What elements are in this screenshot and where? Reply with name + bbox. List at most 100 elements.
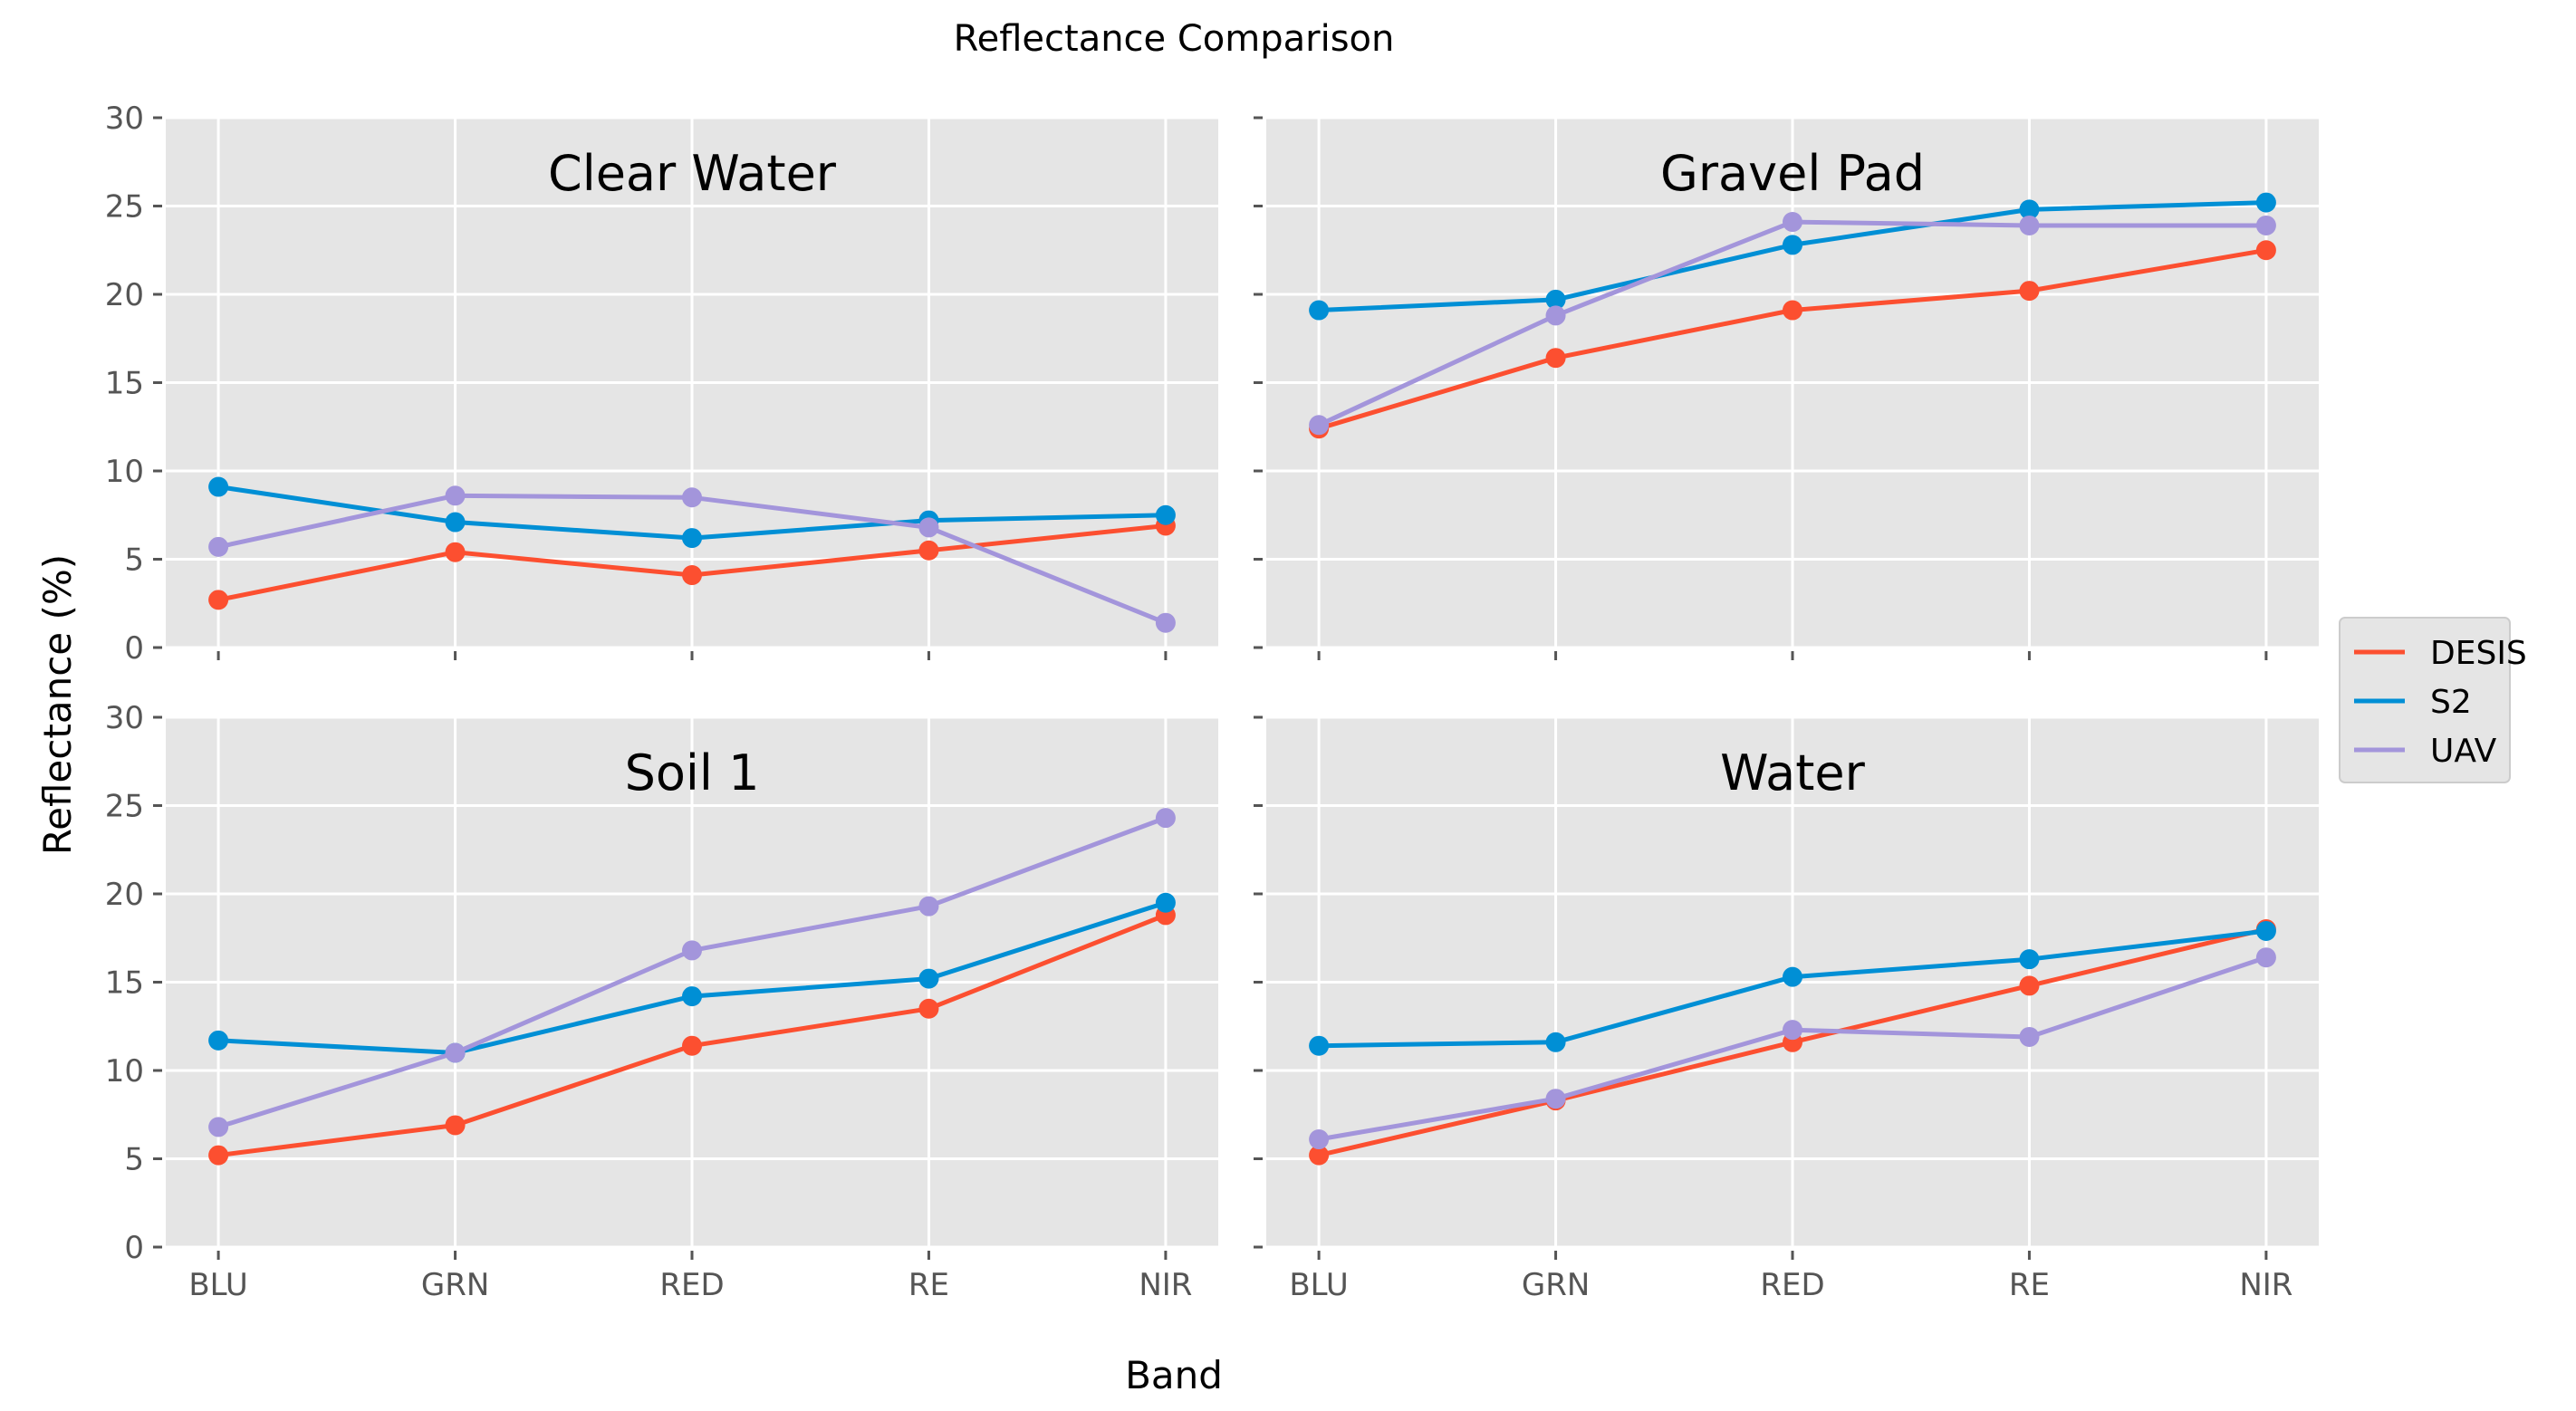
series-uav	[1309, 947, 2276, 1150]
x-tick-label: GRN	[421, 1267, 489, 1303]
panels: 0 5 10 15 20 25 30 Clear Water Gravel Pad 0 5 10 15 2…	[105, 101, 2319, 1303]
data-point	[208, 590, 229, 610]
x-tick-label: BLU	[188, 1267, 247, 1303]
y-tick-label: 25	[105, 189, 144, 226]
x-tick-label: BLU	[1289, 1267, 1348, 1303]
data-point	[2255, 215, 2276, 235]
data-point	[2255, 947, 2276, 968]
y-tick-label: 15	[105, 366, 144, 402]
data-point	[1545, 1032, 1566, 1052]
data-point	[445, 512, 466, 533]
data-point	[682, 565, 702, 586]
data-point	[682, 528, 702, 549]
y-tick-label: 20	[105, 877, 144, 913]
data-point	[1783, 1020, 1802, 1041]
data-point	[2255, 920, 2276, 941]
legend-label-s2: S2	[2430, 684, 2472, 721]
data-point	[1155, 808, 1176, 829]
series-desis	[208, 905, 1176, 1166]
data-point	[1783, 966, 1802, 987]
series-s2	[208, 476, 1176, 549]
data-point	[918, 998, 939, 1019]
data-point	[2019, 1026, 2040, 1047]
x-tick-label: RE	[908, 1267, 949, 1303]
data-point	[208, 536, 229, 557]
data-point	[918, 896, 939, 917]
data-point	[682, 986, 702, 1007]
y-tick-label: 10	[105, 454, 144, 490]
subplot-water: BLU GRN RED RE NIR Water	[1254, 715, 2319, 1303]
data-point	[445, 1042, 466, 1063]
x-tick-label: GRN	[1522, 1267, 1590, 1303]
data-point	[445, 485, 466, 506]
legend-label-desis: DESIS	[2430, 635, 2527, 672]
data-point	[2019, 975, 2040, 996]
y-tick-label: 0	[124, 1230, 144, 1266]
panel-title: Gravel Pad	[1660, 145, 1925, 202]
data-point	[1309, 415, 1330, 436]
legend-box	[2339, 617, 2511, 783]
subplot-soil-1: 0 5 10 15 20 25 30 BLU GRN RED RE NIR Soil 1	[105, 700, 1218, 1303]
data-point	[1309, 1035, 1330, 1056]
data-point	[1545, 305, 1566, 326]
y-axis-label: Reflectance (%)	[35, 554, 80, 855]
data-point	[445, 542, 466, 562]
y-tick-label: 30	[105, 700, 144, 736]
legend: DESIS S2 UAV	[2339, 617, 2527, 783]
data-point	[1309, 300, 1330, 321]
data-point	[1783, 212, 1802, 233]
y-tick-label: 0	[124, 630, 144, 667]
data-point	[682, 487, 702, 508]
data-point	[1309, 1129, 1330, 1150]
data-point	[2255, 240, 2276, 261]
y-tick-label: 10	[105, 1053, 144, 1089]
data-point	[1545, 348, 1566, 369]
x-axis-label: Band	[1125, 1353, 1223, 1397]
data-point	[918, 968, 939, 989]
data-point	[208, 1030, 229, 1051]
y-tick-label: 25	[105, 789, 144, 825]
data-point	[1155, 504, 1176, 525]
data-point	[2255, 192, 2276, 213]
data-point	[208, 476, 229, 497]
panel-title: Clear Water	[548, 145, 837, 202]
y-tick-label: 15	[105, 965, 144, 1002]
data-point	[1545, 1089, 1566, 1109]
series-desis	[208, 515, 1176, 610]
data-point	[208, 1145, 229, 1166]
data-point	[1545, 289, 1566, 310]
data-point	[1783, 300, 1802, 321]
y-tick-label: 20	[105, 277, 144, 313]
data-point	[1155, 892, 1176, 913]
data-point	[682, 940, 702, 961]
y-tick-label: 30	[105, 101, 144, 137]
x-tick-label: RED	[1760, 1267, 1824, 1303]
series-s2	[1309, 920, 2276, 1056]
x-tick-label: RED	[659, 1267, 724, 1303]
data-point	[1309, 1145, 1330, 1166]
data-point	[2019, 199, 2040, 220]
legend-label-uav: UAV	[2430, 733, 2497, 770]
data-point	[2019, 215, 2040, 235]
data-point	[2019, 949, 2040, 970]
y-tick-label: 5	[124, 542, 144, 579]
data-point	[445, 1115, 466, 1136]
data-point	[1783, 235, 1802, 255]
subplot-gravel-pad: Gravel Pad	[1254, 116, 2319, 660]
y-tick-label: 5	[124, 1142, 144, 1178]
data-point	[682, 1035, 702, 1056]
series-uav	[208, 485, 1176, 633]
series-s2	[1309, 192, 2276, 321]
data-point	[1155, 612, 1176, 633]
data-point	[2019, 281, 2040, 302]
chart-title: Reflectance Comparison	[954, 18, 1395, 60]
x-tick-label: RE	[2009, 1267, 2050, 1303]
panel-title: Water	[1720, 744, 1865, 801]
data-point	[208, 1117, 229, 1137]
series-uav	[1309, 212, 2276, 436]
panel-title: Soil 1	[625, 744, 760, 801]
data-point	[918, 517, 939, 538]
x-tick-label: NIR	[1139, 1267, 1192, 1303]
x-tick-label: NIR	[2239, 1267, 2292, 1303]
